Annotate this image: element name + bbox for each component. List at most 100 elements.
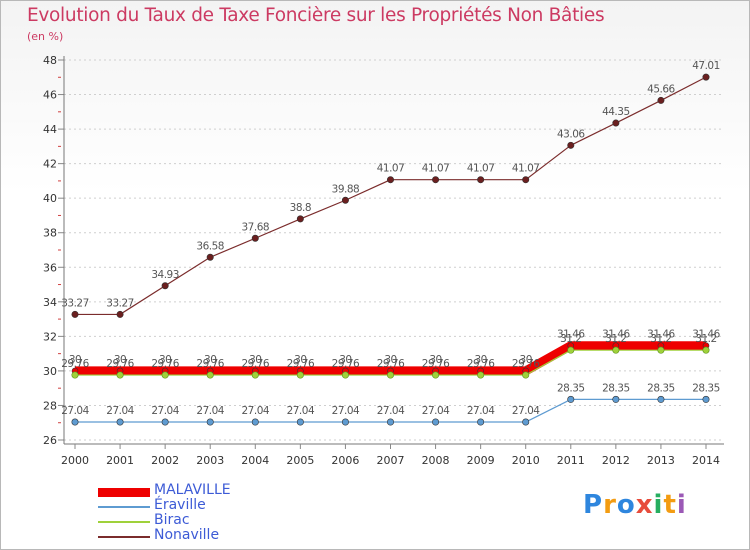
data-point	[657, 395, 665, 403]
y-tick-label: 42	[43, 158, 57, 171]
x-tick-label: 2006	[331, 454, 359, 467]
data-point	[206, 418, 214, 426]
chart-subtitle: (en %)	[27, 30, 64, 43]
data-point	[206, 253, 214, 261]
data-point	[702, 73, 710, 81]
logo-letter: x	[635, 490, 654, 520]
y-tick-label: 26	[43, 434, 57, 447]
data-label: 27.04	[151, 405, 179, 417]
data-label: 31.2	[695, 333, 716, 345]
data-label: 33.27	[106, 297, 134, 309]
data-label: 30	[384, 354, 396, 366]
data-label: 27.04	[61, 405, 89, 417]
x-tick-label: 2008	[422, 454, 450, 467]
data-point	[386, 371, 394, 379]
data-label: 30	[159, 354, 171, 366]
data-point	[522, 371, 530, 379]
data-label: 29.76	[467, 358, 495, 370]
data-label: 31.2	[650, 333, 671, 345]
y-tick-label: 40	[43, 192, 57, 205]
y-tick-label: 44	[43, 123, 57, 136]
data-label: 30	[114, 354, 126, 366]
data-label: 41.07	[467, 163, 495, 175]
data-point	[477, 176, 485, 184]
data-point	[116, 418, 124, 426]
y-tick-label: 38	[43, 227, 57, 240]
logo-letter: i	[653, 490, 664, 520]
data-label: 30	[429, 354, 441, 366]
data-label: 31.46	[692, 329, 720, 341]
data-label: 29.76	[61, 358, 89, 370]
y-tick-label: 28	[43, 399, 57, 412]
data-point	[341, 418, 349, 426]
y-tick-label: 36	[43, 261, 57, 274]
legend-swatch	[98, 521, 150, 523]
data-point	[567, 346, 575, 354]
y-tick-label: 34	[43, 296, 57, 309]
data-point	[567, 395, 575, 403]
data-point	[432, 371, 440, 379]
data-point	[251, 371, 259, 379]
data-label: 27.04	[512, 405, 540, 417]
y-tick-label: 30	[43, 365, 57, 378]
legend-swatch	[98, 536, 150, 538]
legend-swatch	[98, 488, 150, 497]
data-label: 30	[69, 354, 81, 366]
data-point	[386, 418, 394, 426]
data-label: 27.04	[467, 405, 495, 417]
data-label: 29.76	[106, 358, 134, 370]
legend-label: Birac	[154, 512, 190, 528]
x-tick-label: 2014	[692, 454, 720, 467]
x-tick-label: 2009	[467, 454, 495, 467]
x-tick-label: 2000	[61, 454, 89, 467]
data-point	[522, 176, 530, 184]
data-point	[341, 371, 349, 379]
data-label: 29.76	[512, 358, 540, 370]
logo-letter: i	[676, 490, 687, 520]
x-tick-label: 2001	[106, 454, 134, 467]
x-tick-label: 2013	[647, 454, 675, 467]
data-point	[71, 371, 79, 379]
data-point	[657, 96, 665, 104]
data-point	[522, 418, 530, 426]
data-label: 29.76	[242, 358, 270, 370]
data-label: 27.04	[377, 405, 405, 417]
data-label: 45.66	[647, 83, 675, 95]
data-label: 39.88	[332, 183, 360, 195]
data-label: 38.8	[290, 202, 311, 214]
legend-label: Nonaville	[154, 527, 220, 543]
data-label: 29.76	[422, 358, 450, 370]
logo-letter: o	[616, 490, 636, 520]
data-label: 30	[294, 354, 306, 366]
data-label: 27.04	[196, 405, 224, 417]
data-point	[116, 371, 124, 379]
data-label: 27.04	[332, 405, 360, 417]
data-point	[161, 418, 169, 426]
data-label: 29.76	[332, 358, 360, 370]
data-label: 27.04	[106, 405, 134, 417]
logo-letter: P	[583, 490, 604, 520]
data-label: 34.93	[151, 269, 179, 281]
data-label: 27.04	[242, 405, 270, 417]
data-label: 27.04	[422, 405, 450, 417]
data-point	[161, 371, 169, 379]
data-label: 31.46	[602, 329, 630, 341]
data-point	[612, 119, 620, 127]
y-tick-label: 32	[43, 330, 57, 343]
data-label: 29.76	[151, 358, 179, 370]
data-label: 30	[249, 354, 261, 366]
data-point	[251, 418, 259, 426]
data-point	[432, 176, 440, 184]
data-label: 31.46	[557, 329, 585, 341]
data-point	[702, 346, 710, 354]
data-point	[567, 141, 575, 149]
data-label: 27.04	[287, 405, 315, 417]
y-tick-label: 48	[43, 54, 57, 67]
data-point	[341, 196, 349, 204]
logo-letter: r	[603, 490, 617, 520]
data-label: 33.27	[61, 297, 89, 309]
data-point	[296, 371, 304, 379]
data-point	[161, 282, 169, 290]
